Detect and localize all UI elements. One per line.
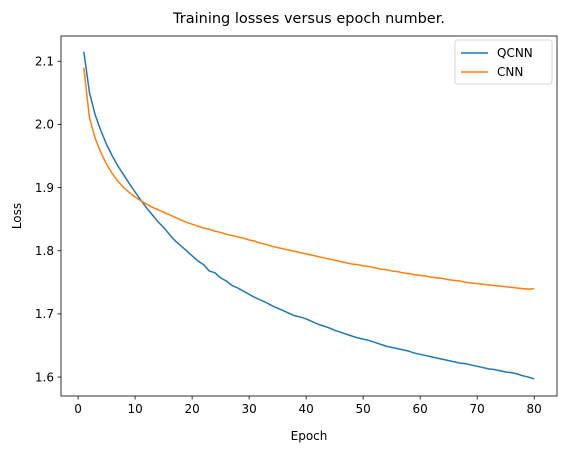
x-tick-label: 80 — [527, 402, 542, 416]
x-tick-label: 40 — [299, 402, 314, 416]
y-tick-label: 1.9 — [35, 181, 54, 195]
x-tick-label: 50 — [356, 402, 371, 416]
y-tick-label: 2.0 — [35, 118, 54, 132]
legend-label-cnn: CNN — [497, 65, 523, 79]
series-line-qcnn — [83, 51, 535, 380]
chart-title: Training losses versus epoch number. — [172, 11, 445, 27]
y-tick-label: 1.8 — [35, 244, 54, 258]
y-tick-label: 1.7 — [35, 307, 54, 321]
x-axis-ticks: 0 10 20 30 40 50 60 70 80 — [74, 396, 542, 416]
y-axis-label: Loss — [10, 203, 24, 229]
series-line-cnn — [83, 67, 535, 291]
series-layer — [83, 51, 535, 380]
x-tick-label: 60 — [413, 402, 428, 416]
x-tick-label: 20 — [184, 402, 199, 416]
x-tick-label: 30 — [241, 402, 256, 416]
legend: QCNN CNN — [454, 39, 553, 85]
y-axis-ticks: 1.6 1.7 1.8 1.9 2.0 2.1 — [35, 54, 61, 384]
x-tick-label: 10 — [127, 402, 142, 416]
legend-box — [454, 39, 553, 85]
plot-frame — [60, 35, 558, 397]
y-tick-label: 2.1 — [35, 54, 54, 68]
legend-label-qcnn: QCNN — [497, 46, 533, 60]
x-axis-label: Epoch — [291, 429, 328, 443]
x-tick-label: 70 — [470, 402, 485, 416]
plot-background — [61, 36, 557, 396]
y-tick-label: 1.6 — [35, 370, 54, 384]
x-tick-label: 0 — [74, 402, 82, 416]
